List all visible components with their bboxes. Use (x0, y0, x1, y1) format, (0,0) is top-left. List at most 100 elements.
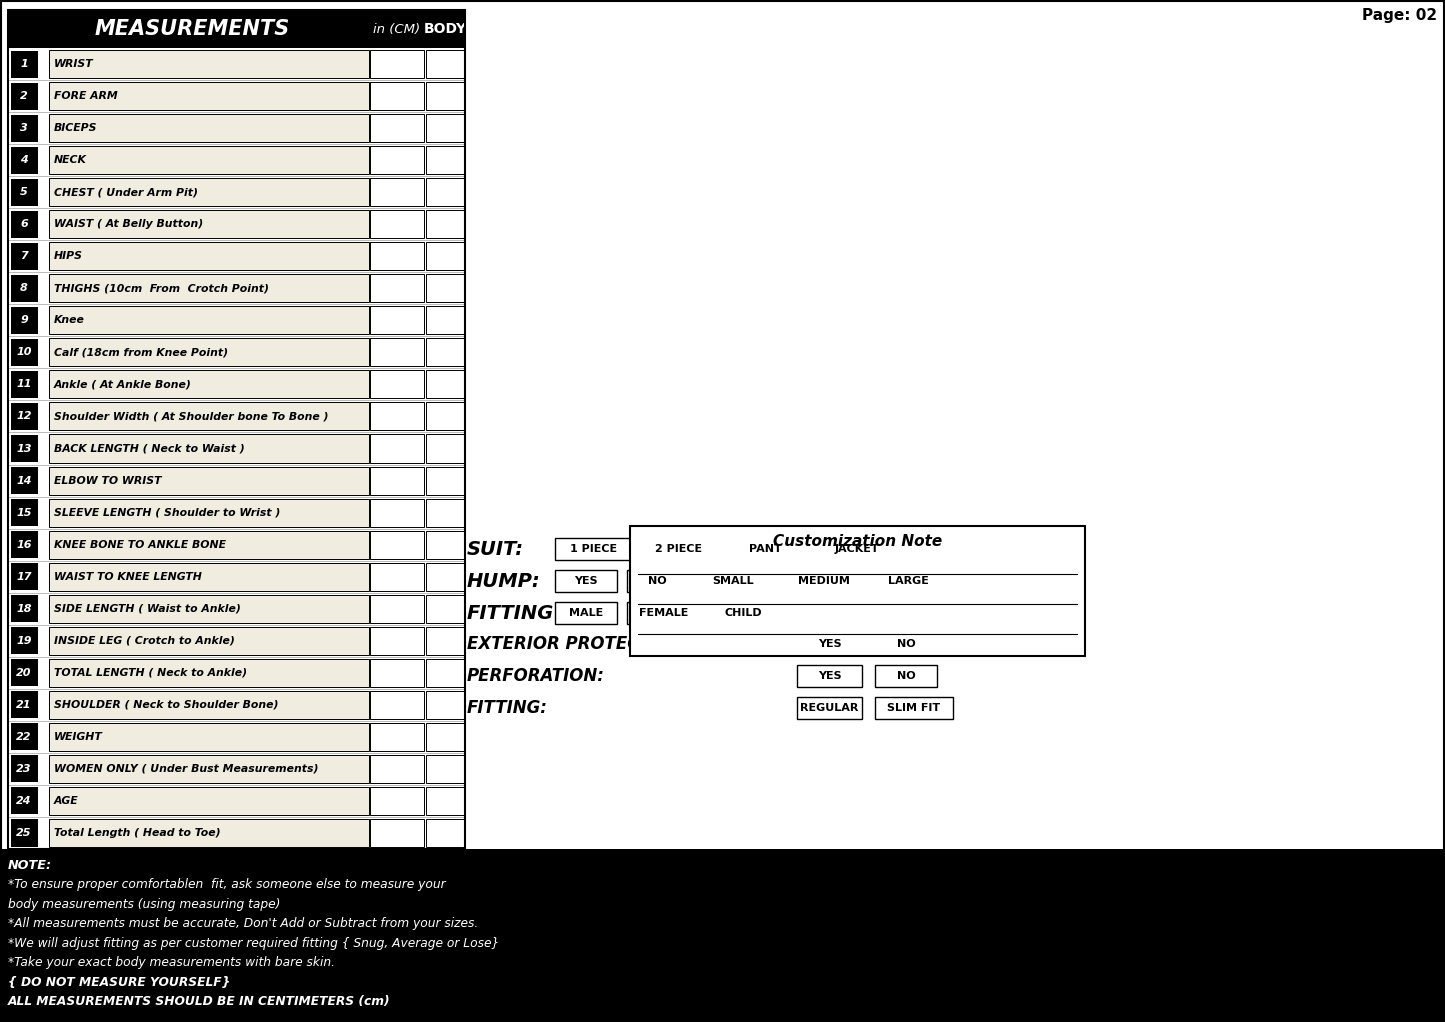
Bar (426, 370, 464, 399)
Bar (49, 626, 368, 655)
Bar (49, 403, 368, 430)
Text: SIDE LENGTH ( Waist to Ankle): SIDE LENGTH ( Waist to Ankle) (53, 604, 241, 613)
Bar (426, 819, 464, 847)
Bar (10, 563, 38, 590)
Text: body measurements (using measuring tape): body measurements (using measuring tape) (9, 897, 280, 911)
Text: 6: 6 (20, 220, 27, 229)
Text: 25: 25 (16, 828, 32, 838)
Bar (426, 723, 464, 751)
Text: TOTAL LENGTH ( Neck to Ankle): TOTAL LENGTH ( Neck to Ankle) (53, 667, 247, 678)
Text: 3: 3 (20, 123, 27, 133)
Text: 5: 5 (20, 187, 27, 197)
Text: MEDIUM: MEDIUM (798, 576, 850, 586)
Text: { DO NOT MEASURE YOURSELF}: { DO NOT MEASURE YOURSELF} (9, 976, 230, 988)
Bar (370, 626, 423, 655)
Bar (876, 633, 936, 655)
Text: 1 PIECE: 1 PIECE (571, 544, 617, 554)
Bar (49, 530, 368, 559)
Bar (49, 755, 368, 783)
Text: KNEE BONE TO ANKLE BONE: KNEE BONE TO ANKLE BONE (53, 540, 225, 550)
Bar (370, 530, 423, 559)
Bar (10, 628, 38, 654)
Bar (426, 787, 464, 815)
Text: 16: 16 (16, 540, 32, 550)
Text: MEASUREMENTS: MEASUREMENTS (95, 19, 290, 39)
Text: Total Length ( Head to Toe): Total Length ( Head to Toe) (53, 828, 221, 838)
Bar (426, 691, 464, 718)
Bar (370, 434, 423, 463)
Text: WAIST TO KNEE LENGTH: WAIST TO KNEE LENGTH (53, 571, 202, 582)
Text: Shoulder Width ( At Shoulder bone To Bone ): Shoulder Width ( At Shoulder bone To Bon… (53, 412, 328, 421)
Bar (370, 819, 423, 847)
Text: 19: 19 (16, 636, 32, 646)
Text: SUIT:: SUIT: (467, 540, 525, 558)
Text: YES: YES (818, 671, 841, 681)
Bar (49, 563, 368, 591)
Bar (10, 691, 38, 718)
Bar (49, 82, 368, 110)
Bar (370, 338, 423, 367)
Text: *All measurements must be accurate, Don't Add or Subtract from your sizes.: *All measurements must be accurate, Don'… (9, 917, 478, 930)
Text: WEIGHT: WEIGHT (53, 732, 103, 742)
Bar (426, 434, 464, 463)
Bar (370, 563, 423, 591)
Bar (10, 435, 38, 462)
Bar (10, 820, 38, 846)
Text: SMALL: SMALL (712, 576, 754, 586)
Text: Customization Note: Customization Note (773, 533, 942, 549)
Bar (426, 307, 464, 334)
Text: 22: 22 (16, 732, 32, 742)
Bar (49, 50, 368, 78)
Text: YES: YES (574, 576, 598, 586)
Text: 8: 8 (20, 283, 27, 293)
Text: THIGHS (10cm  From  Crotch Point): THIGHS (10cm From Crotch Point) (53, 283, 269, 293)
Bar (49, 819, 368, 847)
Bar (49, 114, 368, 142)
Bar (10, 499, 38, 526)
Bar (370, 178, 423, 206)
Bar (10, 179, 38, 205)
Text: 17: 17 (16, 571, 32, 582)
Text: 9: 9 (20, 316, 27, 325)
Bar (555, 538, 633, 560)
Text: PERFORATION:: PERFORATION: (467, 667, 605, 685)
Text: BODY: BODY (423, 22, 467, 36)
Bar (49, 659, 368, 687)
Bar (426, 755, 464, 783)
Bar (10, 114, 38, 142)
Bar (426, 50, 464, 78)
Bar (370, 723, 423, 751)
Bar (426, 211, 464, 238)
Bar (49, 338, 368, 367)
Text: Ankle ( At Ankle Bone): Ankle ( At Ankle Bone) (53, 379, 192, 389)
Bar (370, 403, 423, 430)
Text: 14: 14 (16, 475, 32, 485)
Bar (696, 570, 769, 592)
Text: FEMALE: FEMALE (639, 608, 689, 618)
Text: NO: NO (897, 671, 915, 681)
Text: SLIM FIT: SLIM FIT (887, 703, 941, 713)
Text: Page: 02: Page: 02 (1361, 8, 1436, 24)
Text: HIPS: HIPS (53, 251, 82, 262)
Text: NOTE:: NOTE: (9, 858, 52, 872)
Bar (627, 570, 686, 592)
Bar (426, 82, 464, 110)
Text: WOMEN ONLY ( Under Bust Measurements): WOMEN ONLY ( Under Bust Measurements) (53, 763, 318, 774)
Text: FORE ARM: FORE ARM (53, 91, 117, 101)
Bar (10, 339, 38, 366)
Text: 10: 10 (16, 347, 32, 358)
Bar (370, 595, 423, 622)
Bar (725, 538, 805, 560)
Bar (49, 146, 368, 174)
Bar (426, 466, 464, 495)
Bar (876, 665, 936, 687)
Text: CHEST ( Under Arm Pit): CHEST ( Under Arm Pit) (53, 187, 198, 197)
Bar (370, 114, 423, 142)
Bar (49, 370, 368, 399)
Text: FITTING: FITTING (467, 604, 555, 622)
Text: 1: 1 (20, 59, 27, 69)
Text: 23: 23 (16, 763, 32, 774)
Bar (10, 50, 38, 78)
Bar (370, 370, 423, 399)
Bar (10, 83, 38, 109)
